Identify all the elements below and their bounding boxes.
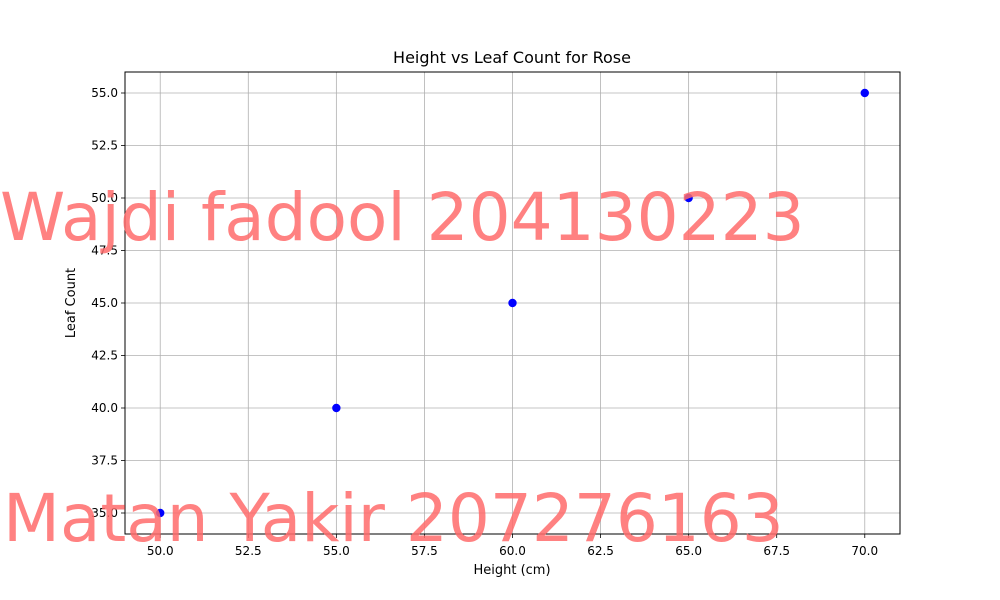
x-axis-label: Height (cm): [473, 563, 550, 578]
watermark-text-1: Wajdi fadool 204130223: [0, 179, 805, 256]
x-tick-label: 65.0: [675, 544, 702, 558]
x-tick-label: 60.0: [499, 544, 526, 558]
y-tick-label: 37.5: [91, 454, 118, 468]
y-tick-label: 45.0: [91, 296, 118, 310]
data-point: [508, 298, 517, 308]
data-point: [156, 508, 165, 518]
y-tick-label: 40.0: [91, 401, 118, 415]
x-tick-label: 62.5: [587, 544, 614, 558]
y-tick-label: 52.5: [91, 139, 118, 153]
y-tick-label: 50.0: [91, 191, 118, 205]
y-tick-label: 55.0: [91, 86, 118, 100]
x-tick-label: 70.0: [851, 544, 878, 558]
x-tick-label: 67.5: [763, 544, 790, 558]
y-tick-label: 42.5: [91, 349, 118, 363]
x-axis-ticks: 50.0 52.5 55.0 57.5 60.0 62.5 65.0 67.5 70.0: [147, 534, 878, 558]
chart-title: Height vs Leaf Count for Rose: [393, 48, 631, 67]
x-tick-label: 55.0: [323, 544, 350, 558]
x-tick-label: 57.5: [411, 544, 438, 558]
data-point: [860, 88, 869, 98]
watermark-text-2: Matan Yakir 207276163: [3, 480, 784, 557]
data-points: [156, 88, 869, 518]
data-point: [684, 193, 693, 203]
y-axis-ticks: 35.0 37.5 40.0 42.5 45.0 47.5 50.0 52.5 55.0: [91, 86, 125, 520]
data-point: [332, 403, 341, 413]
x-tick-label: 50.0: [147, 544, 174, 558]
x-tick-label: 52.5: [235, 544, 262, 558]
y-tick-label: 35.0: [91, 506, 118, 520]
y-axis-label: Leaf Count: [64, 268, 79, 338]
y-tick-label: 47.5: [91, 244, 118, 258]
